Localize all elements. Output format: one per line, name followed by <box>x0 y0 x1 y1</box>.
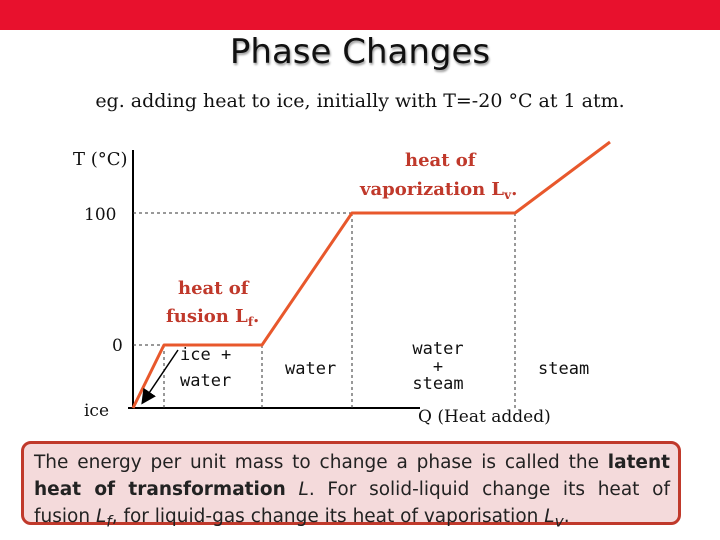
region-steam: steam <box>538 359 589 379</box>
definition-text-1: The energy per unit mass to change a pha… <box>34 452 608 473</box>
vaporization-annotation-line2: vaporization Lv. <box>359 179 517 202</box>
origin-label-ice: ice <box>84 401 109 421</box>
definition-term: latent heat of transformation <box>34 452 670 500</box>
region-ice-water-line2: water <box>180 371 231 391</box>
definition-text-2: . For solid-liquid change its heat of fu… <box>34 479 670 527</box>
page-title: Phase Changes <box>229 32 491 72</box>
definition-box: The energy per unit mass to change a pha… <box>21 441 681 531</box>
symbol-Lv: Lv <box>544 506 564 531</box>
region-water: water <box>285 359 336 379</box>
vaporization-annotation-line1: heat of <box>405 150 477 171</box>
definition-space <box>286 479 299 500</box>
fusion-annotation-line1: heat of <box>178 278 250 299</box>
phase-change-diagram: T (°C) 100 0 ice Q (Heat added) heat of … <box>73 140 611 427</box>
definition-text-3: , for liquid-gas change its heat of vapo… <box>111 506 545 527</box>
symbol-L: L <box>298 479 309 500</box>
heating-curve <box>131 140 611 409</box>
fusion-annotation-line2: fusion Lf. <box>166 306 259 329</box>
region-ice-water-line1: ice + <box>180 345 231 365</box>
y-axis-label: T (°C) <box>73 149 128 170</box>
definition-text-4: . <box>563 506 570 527</box>
region-water-steam-line2: + <box>433 357 443 377</box>
region-water-steam-line3: steam <box>412 374 463 394</box>
tick-label-0: 0 <box>112 336 123 356</box>
page-subtitle: eg. adding heat to ice, initially with T… <box>95 90 625 112</box>
symbol-Lf: Lf <box>95 506 112 531</box>
top-accent-bar <box>0 0 720 30</box>
region-water-steam-line1: water <box>412 339 463 359</box>
fusion-arrow <box>141 349 179 405</box>
x-axis-label: Q (Heat added) <box>418 407 551 427</box>
tick-label-100: 100 <box>84 205 116 225</box>
